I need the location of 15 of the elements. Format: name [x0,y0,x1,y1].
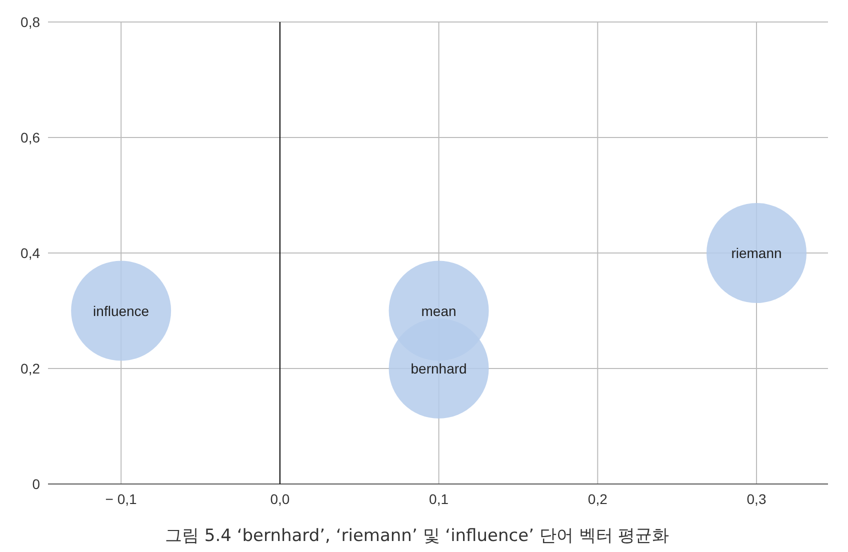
x-tick-label: 0,3 [746,491,766,507]
y-tick-label: 0,4 [20,245,40,261]
y-tick-label: 0,8 [20,14,40,30]
series-label: influence [93,302,150,319]
series-label: bernhard [410,360,467,376]
series-label: mean [421,302,456,319]
x-tick-label: − 0,1 [105,491,138,507]
x-tick-label: 0,2 [588,491,608,507]
y-tick-label: 0,2 [20,360,40,376]
series-label: riemann [731,245,782,261]
x-tick-label: 0,0 [270,491,290,507]
caption: 그림 5.4 ‘bernhard’, ‘riemann’ 및 ‘influence’ 단어 벡터 평균화 [165,526,670,546]
x-tick-label: 0,1 [429,491,449,507]
y-tick-label: 0,6 [20,130,40,146]
y-tick-label: 0 [32,476,40,492]
